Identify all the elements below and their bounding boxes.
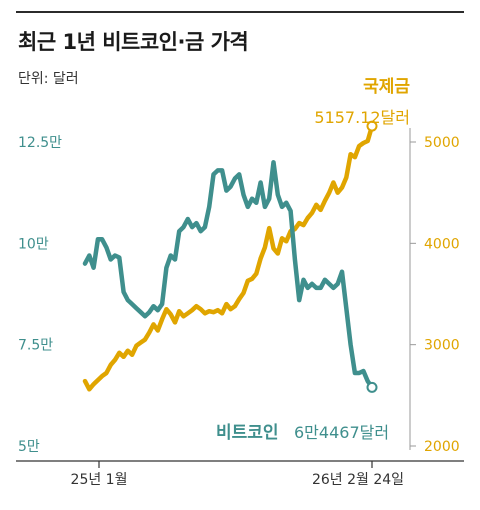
chart-title: 최근 1년 비트코인·금 가격 [18,30,249,54]
bitcoin-line [82,160,375,390]
bitcoin-end-point [366,381,378,393]
left-tick-label: 7.5만 [18,338,53,354]
gold-series-label: 국제금 [363,77,410,97]
right-tick-label: 3000 [424,338,460,354]
left-axis-ticks: 12.5만 10만 7.5만 5만 [18,135,62,455]
top-rule [16,11,464,13]
x-tick-label-end: 26년 2월 24일 [312,472,404,488]
gold-end-point [366,120,378,132]
left-tick-label: 12.5만 [18,135,62,151]
gold-line [82,123,375,392]
right-axis-ticks: 5000 4000 3000 2000 [410,135,460,455]
right-tick-label: 4000 [424,236,460,252]
x-tick-label-start: 25년 1월 [71,472,128,488]
right-tick-label: 2000 [424,439,460,455]
left-tick-label: 5만 [18,439,40,455]
gold-end-value: 5157.12달러 [314,108,410,127]
unit-label: 단위: 달러 [18,71,79,87]
series-layer [82,120,378,393]
right-tick-label: 5000 [424,135,460,151]
bitcoin-series-label: 비트코인 [216,423,279,443]
bitcoin-end-value: 6만4467달러 [294,423,389,442]
left-tick-label: 10만 [18,236,49,252]
